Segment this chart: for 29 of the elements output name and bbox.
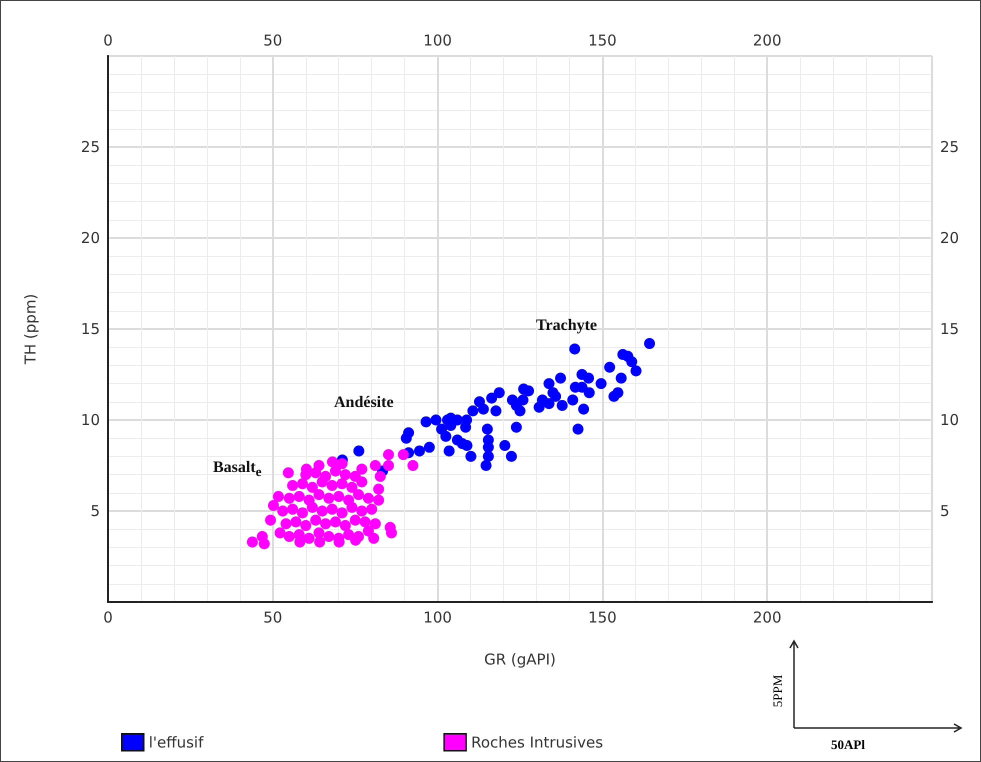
y2-tick-label: 15 <box>940 320 960 338</box>
y-tick-label: 20 <box>80 229 100 247</box>
x2-tick-label: 150 <box>588 32 617 50</box>
y-tick-label: 10 <box>80 411 100 429</box>
x2-tick-label: 0 <box>103 32 113 50</box>
x2-tick-label: 50 <box>263 32 282 50</box>
y-tick-label: 5 <box>90 502 100 520</box>
x-tick-label: 0 <box>103 608 113 626</box>
x2-tick-label: 100 <box>423 32 452 50</box>
y2-tick-label: 5 <box>940 502 950 520</box>
y-tick-label: 15 <box>80 320 100 338</box>
annotation: Basalt$_{e}$ <box>213 459 262 480</box>
text: 5PPM <box>770 674 786 710</box>
x-tick-label: 200 <box>752 608 782 626</box>
y2-tick-label: 10 <box>940 411 960 429</box>
legend-label: l'effusif <box>148 733 204 752</box>
y2-tick-label: 25 <box>940 138 960 156</box>
annotation: Andésite <box>334 394 394 412</box>
y-axis-title: TH (ppm) <box>22 294 40 366</box>
legend-label: Roches Intrusives <box>471 733 604 752</box>
text: 50APl <box>831 737 865 753</box>
x-tick-label: 50 <box>263 608 282 626</box>
x-axis-title: GR (gAPI) <box>484 650 556 668</box>
annotation: Trachyte <box>536 317 598 335</box>
x2-tick-label: 200 <box>752 32 782 50</box>
y-tick-label: 25 <box>80 138 100 156</box>
y2-tick-label: 20 <box>940 229 960 247</box>
x-tick-label: 100 <box>423 608 452 626</box>
x-tick-label: 150 <box>588 608 617 626</box>
